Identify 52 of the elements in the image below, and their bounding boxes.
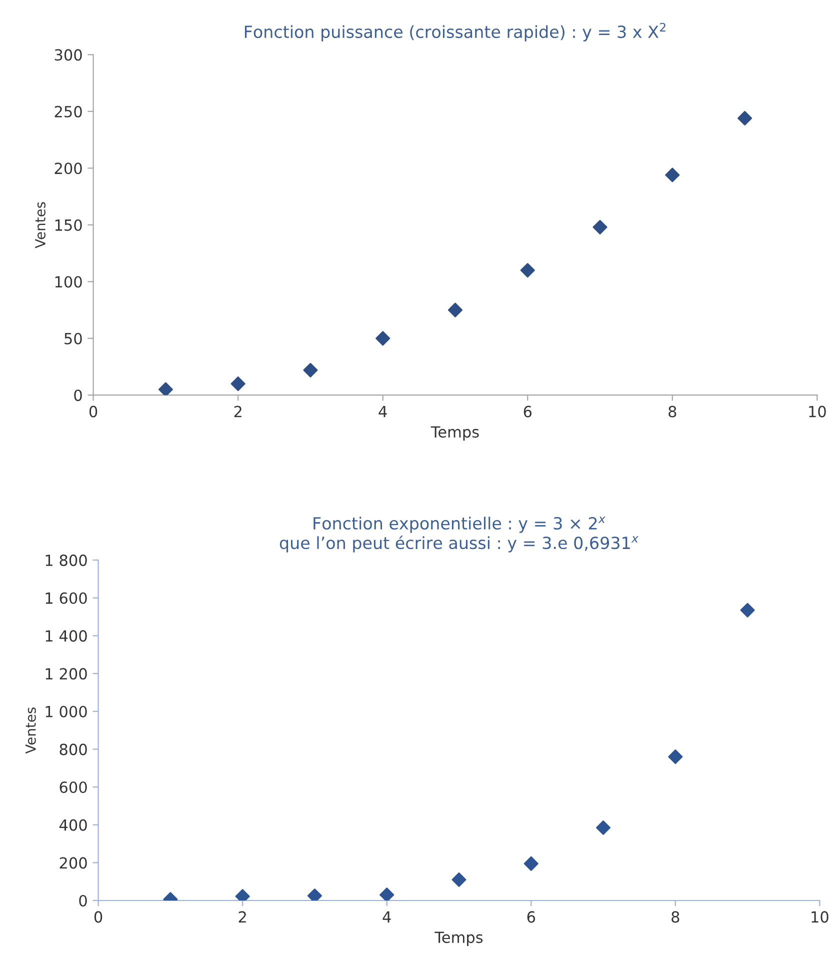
x-axis-title: Temps <box>434 932 483 946</box>
point <box>520 262 535 278</box>
point <box>665 168 680 182</box>
point <box>230 376 246 392</box>
x-tick-label: 4 <box>382 911 391 923</box>
x-tick-label: 10 <box>812 911 828 923</box>
x-tick-label: 10 <box>809 406 826 418</box>
y-tick-label: 0 <box>79 894 87 907</box>
chart-title: Fonction exponentielle : y = 3 × 2$^{x}$ <box>314 516 606 533</box>
point <box>376 331 390 346</box>
y-tick-label: 0 <box>74 390 82 402</box>
x-tick-label: 2 <box>238 911 246 923</box>
y-tick-label: 1 400 <box>46 630 87 642</box>
y-tick-label: 200 <box>60 857 87 869</box>
x-tick-label: 6 <box>524 406 532 418</box>
point <box>380 888 394 900</box>
x-tick-label: 0 <box>94 911 102 923</box>
point <box>596 820 611 835</box>
point <box>307 888 322 900</box>
x-tick-label: 8 <box>668 406 676 418</box>
point <box>524 856 538 871</box>
point <box>158 382 173 396</box>
y-axis-title: Ventes <box>35 202 46 248</box>
point <box>303 362 318 378</box>
x-axis-title: Temps <box>430 426 479 441</box>
x-tick-label: 6 <box>527 911 536 923</box>
chart-subtitle: que l’on peut écrire aussi : y = 3.e 0,6931$^{x}$ <box>280 536 639 552</box>
y-tick-label: 1 000 <box>46 706 87 718</box>
y-tick-label: 100 <box>55 276 82 288</box>
y-tick-label: 1 800 <box>46 554 87 566</box>
y-tick-label: 300 <box>54 49 82 61</box>
x-tick-label: 0 <box>89 406 98 418</box>
y-axis-title: Ventes <box>26 707 36 754</box>
x-tick-label: 8 <box>672 911 680 923</box>
point <box>452 872 466 887</box>
x-tick-label: 4 <box>378 406 387 418</box>
y-tick-label: 1 200 <box>46 668 87 680</box>
point <box>668 749 683 764</box>
point <box>592 220 608 234</box>
x-tick-label: 2 <box>234 406 242 418</box>
y-tick-label: 400 <box>59 819 87 831</box>
chart-title: Fonction puissance (croissante rapide) : y = 3 x X$^{2}$ <box>244 22 666 42</box>
y-tick-label: 600 <box>60 781 87 794</box>
point <box>740 602 755 618</box>
point <box>738 110 752 126</box>
y-tick-label: 150 <box>55 219 82 231</box>
y-tick-label: 1 600 <box>46 592 87 604</box>
y-tick-label: 50 <box>64 332 82 344</box>
point <box>448 302 463 318</box>
y-tick-label: 250 <box>54 106 82 118</box>
y-tick-label: 200 <box>54 162 82 174</box>
y-tick-label: 800 <box>60 744 87 756</box>
